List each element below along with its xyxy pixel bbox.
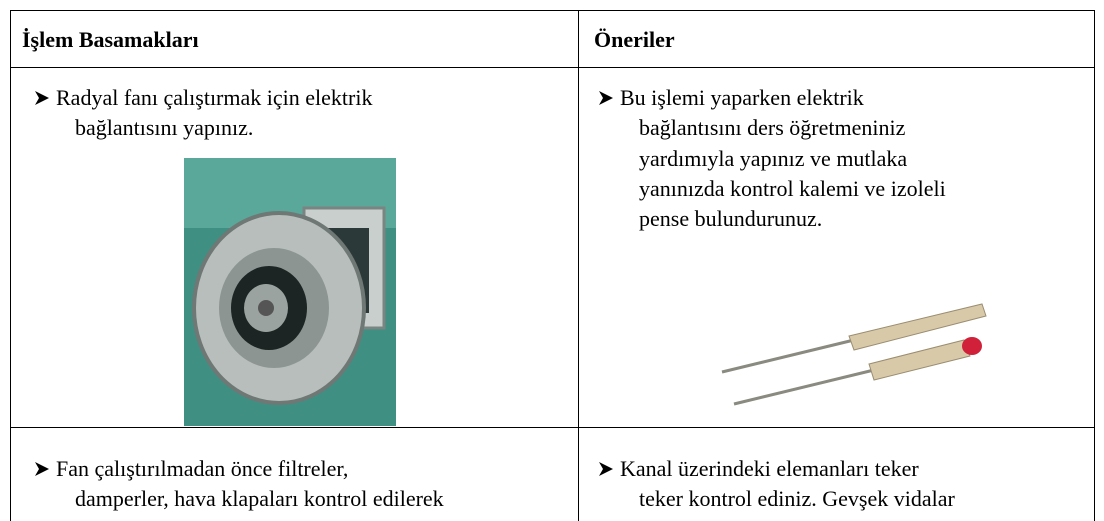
text-line: Radyal fanı çalıştırmak için elektrik — [56, 85, 373, 110]
bullet — [599, 91, 613, 105]
text-line: Bu işlemi yaparken elektrik — [620, 85, 864, 110]
bullet-shape — [35, 462, 49, 476]
column-header: İşlem Basamakları — [22, 27, 199, 52]
bullet-shape — [599, 91, 613, 105]
table-border — [578, 10, 579, 521]
text-line: Fan çalıştırılmadan önce filtreler, — [56, 456, 349, 481]
text-line: damperler, hava klapaları kontrol ediler… — [75, 486, 444, 512]
text-line: pense bulundurunuz. — [639, 206, 823, 232]
text-line: Kanal üzerindeki elemanları teker — [620, 456, 919, 481]
text-line: yanınızda kontrol kalemi ve izoleli — [639, 175, 946, 201]
text-line: bağlantısını ders öğretmeniniz — [639, 115, 906, 141]
bullet — [599, 462, 613, 476]
screwdriver-image — [721, 303, 987, 406]
text-line: bağlantısını yapınız. — [75, 115, 254, 141]
text-line: yardımıyla yapınız ve mutlaka — [639, 145, 908, 171]
table-border — [10, 10, 1095, 11]
text-line: teker kontrol ediniz. Gevşek vidalar — [639, 486, 955, 512]
fan-image — [184, 158, 396, 426]
table-border — [10, 10, 11, 521]
column-header: Öneriler — [594, 27, 675, 52]
table-border — [10, 67, 1095, 68]
bullet — [35, 91, 49, 105]
table-border — [10, 427, 1095, 428]
bullet-shape — [35, 91, 49, 105]
bullet-shape — [599, 462, 613, 476]
bullet — [35, 462, 49, 476]
table-border — [1094, 10, 1095, 521]
